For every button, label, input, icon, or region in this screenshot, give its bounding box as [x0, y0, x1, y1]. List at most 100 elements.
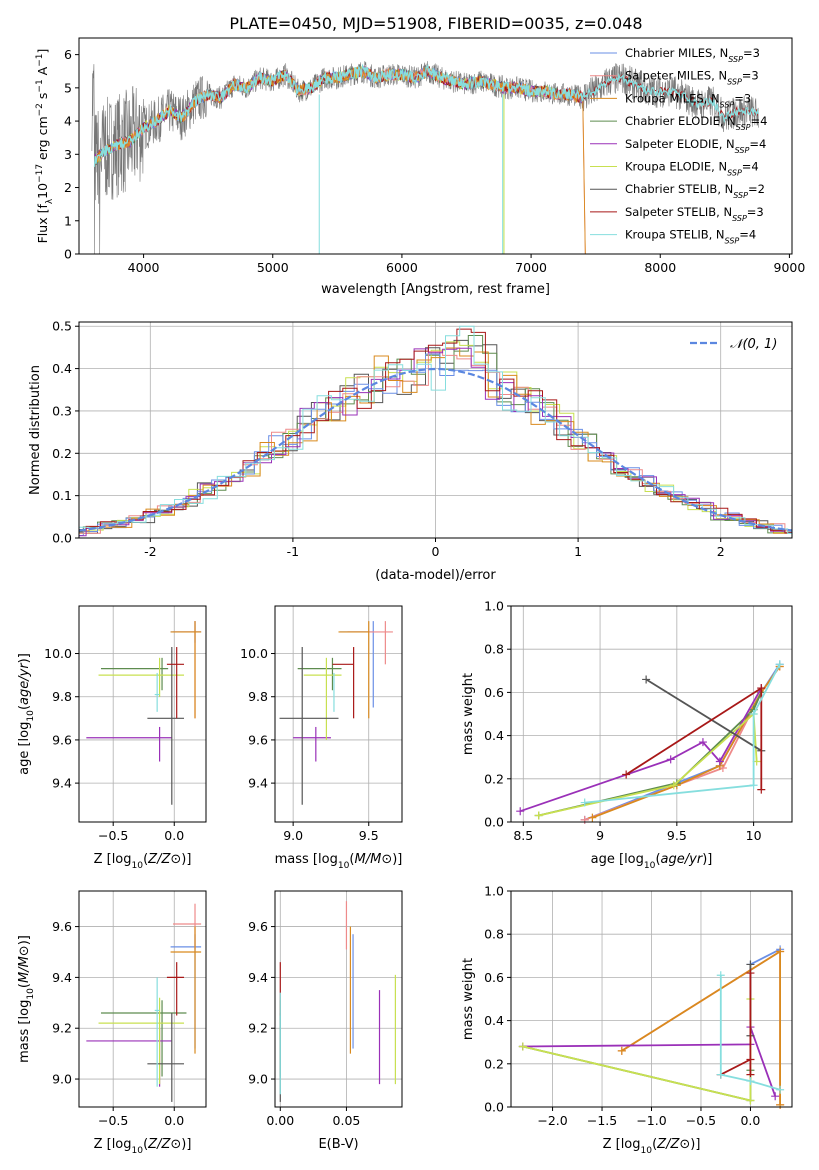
weight-point-marker	[771, 1092, 780, 1101]
weight-series-line	[592, 665, 781, 819]
weight-series-line	[522, 999, 752, 1102]
weight-point-marker	[716, 971, 725, 980]
x-tick-label: 8.5	[513, 828, 533, 843]
x-tick-label: 0.0	[164, 828, 184, 843]
y-tick-label: 6	[64, 47, 72, 62]
y-tick-label: 0.4	[484, 728, 504, 743]
weight-point-marker	[642, 675, 651, 684]
y-tick-label: 0.2	[52, 446, 72, 461]
x-axis-label: wavelength [Angstrom, rest frame]	[321, 282, 550, 297]
weight-series-line	[584, 663, 781, 821]
weight-point-marker	[666, 755, 675, 764]
legend-entry: 𝒩(0, 1)	[730, 337, 777, 352]
weight-point-marker	[775, 660, 784, 669]
data-spectrum-line	[91, 61, 759, 254]
x-tick-label: −2.0	[537, 1113, 567, 1128]
weight-point-marker	[746, 1077, 755, 1086]
spectrum-plot-area	[91, 61, 760, 254]
y-tick-label: 0.6	[484, 685, 504, 700]
weight-series-line	[719, 975, 781, 1091]
x-tick-label: 4000	[128, 260, 160, 275]
weight-vs-age-panel: 8.5 9 9.5 10 0.0 0.2 0.4 0.6 0.8 1.0 age [log10(ag…	[461, 599, 793, 871]
age-vs-mass-panel: 9.0 9.5 9.4 9.6 9.8 10.0 mass [log10(M/M⊙)]	[240, 605, 403, 871]
x-tick-label: 0.0	[740, 1113, 760, 1128]
x-tick-label: 0.05	[333, 1113, 361, 1128]
weight-point-marker	[749, 781, 758, 790]
weight-point-marker	[580, 815, 589, 824]
legend-entry: Chabrier STELIB, NSSP=2	[625, 182, 765, 200]
y-tick-label: 0.0	[484, 1100, 504, 1115]
weight-point-marker	[746, 1055, 755, 1064]
axes-frame	[78, 890, 207, 1108]
axes-frame	[274, 890, 403, 1108]
x-tick-label: −0.5	[98, 1113, 128, 1128]
y-tick-label: 1.0	[484, 599, 504, 614]
y-axis-label: mass [log10(M/M⊙)]	[17, 935, 36, 1063]
legend-entry: Chabrier ELODIE, NSSP=4	[625, 114, 767, 132]
legend-entry: Salpeter ELODIE, NSSP=4	[625, 137, 766, 155]
weight-series-line	[584, 663, 781, 804]
x-tick-label: 6000	[386, 260, 418, 275]
y-axis-label: mass weight	[461, 958, 476, 1040]
legend-entry: Salpeter MILES, NSSP=3	[625, 69, 759, 87]
weight-point-marker	[617, 1046, 626, 1055]
x-tick-label: −0.5	[686, 1113, 716, 1128]
y-axis-label: mass weight	[461, 673, 476, 755]
x-tick-label: 9.5	[667, 828, 687, 843]
y-tick-label: 9.6	[248, 732, 268, 747]
weight-point-marker	[776, 1085, 785, 1094]
weight-point-marker	[776, 947, 785, 956]
weight-series-line	[522, 1026, 777, 1097]
y-tick-label: 5	[64, 80, 72, 95]
figure-title: PLATE=0450, MJD=51908, FIBERID=0035, z=0…	[229, 14, 642, 33]
x-tick-label: 1	[574, 544, 582, 559]
weight-series-line	[538, 692, 763, 817]
model-spectrum-line	[93, 63, 760, 167]
weight-point-marker	[776, 1100, 785, 1109]
mass-vs-EBV-panel: 0.00 0.05 9.0 9.2 9.4 9.6 E(B-V)	[248, 890, 403, 1152]
y-tick-label: 0	[64, 247, 72, 262]
y-tick-label: 0.0	[52, 531, 72, 546]
y-tick-label: 9.6	[52, 919, 72, 934]
x-axis-label: E(B-V)	[318, 1137, 358, 1152]
y-tick-label: 0.4	[484, 1013, 504, 1028]
y-tick-label: 9.2	[52, 1021, 72, 1036]
x-tick-label: −1.5	[587, 1113, 617, 1128]
x-tick-label: 5000	[257, 260, 289, 275]
x-tick-label: 8000	[644, 260, 676, 275]
y-tick-label: 0.3	[52, 403, 72, 418]
y-tick-label: 0.5	[52, 319, 72, 334]
histogram-area	[79, 325, 792, 537]
x-axis-label: mass [log10(M/M⊙)]	[275, 852, 403, 871]
y-tick-label: 9.6	[248, 919, 268, 934]
x-tick-label: −0.5	[98, 828, 128, 843]
axes-frame	[274, 605, 403, 823]
x-tick-label: 10	[746, 828, 762, 843]
y-tick-label: 0.0	[484, 815, 504, 830]
weight-point-marker	[518, 1042, 527, 1051]
normal-reference-curve	[79, 367, 792, 532]
weight-series-line	[645, 678, 762, 752]
legend-entry: Kroupa MILES, NSSP=3	[625, 91, 751, 109]
y-tick-label: 0.6	[484, 970, 504, 985]
x-tick-label: 9000	[774, 260, 806, 275]
y-axis-label: Flux [fλ10−17 erg cm−2 s−1 A−1]	[35, 49, 55, 244]
y-tick-label: 9.8	[248, 689, 268, 704]
y-tick-label: 9.0	[52, 1072, 72, 1087]
legend-entry: Kroupa STELIB, NSSP=4	[625, 228, 756, 246]
x-tick-label: 9.0	[283, 828, 303, 843]
weight-series-line	[749, 948, 781, 966]
weight-point-marker	[749, 710, 758, 718]
y-tick-label: 3	[64, 147, 72, 162]
weight-point-marker	[534, 811, 543, 820]
y-tick-label: 1	[64, 213, 72, 228]
x-tick-label: 9	[596, 828, 604, 843]
mass-vs-Z-panel: −0.5 0.0 9.0 9.2 9.4 9.6 Z [log10(Z/Z⊙)] mass […	[17, 890, 207, 1156]
weight-point-marker	[622, 770, 631, 779]
y-tick-label: 2	[64, 180, 72, 195]
x-tick-label: -1	[287, 544, 299, 559]
y-tick-label: 9.4	[52, 776, 72, 791]
x-axis-label: (data-model)/error	[375, 568, 496, 583]
y-tick-label: 0.8	[484, 642, 504, 657]
